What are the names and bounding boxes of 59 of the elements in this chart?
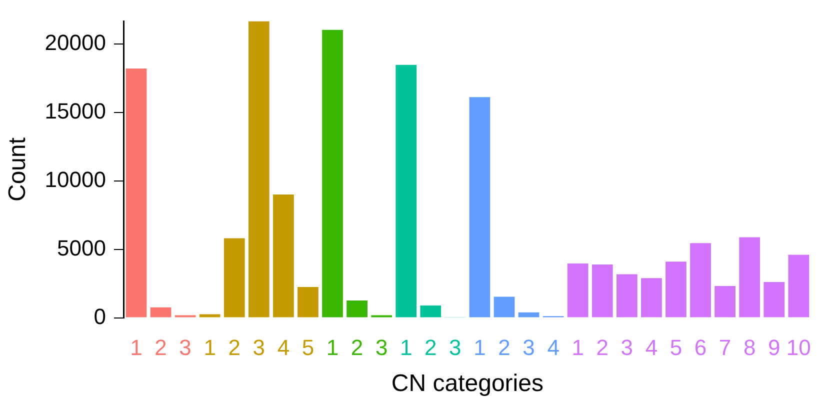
x-tick-label: 2 xyxy=(498,335,510,360)
x-tick-label: 3 xyxy=(620,335,634,360)
bar xyxy=(666,262,686,318)
x-tick-label: 3 xyxy=(522,335,535,360)
bar xyxy=(469,97,490,318)
bar xyxy=(396,64,417,318)
x-tick-label: 3 xyxy=(449,335,462,360)
y-tick-label: 0 xyxy=(94,304,106,329)
x-tick-label: 1 xyxy=(474,335,486,360)
x-tick-label: 7 xyxy=(718,335,732,360)
bar xyxy=(788,254,810,318)
bar xyxy=(298,286,318,318)
x-tick-label: 4 xyxy=(645,335,658,360)
bar xyxy=(248,21,270,318)
x-tick-label: 2 xyxy=(228,335,241,360)
bar xyxy=(690,243,711,318)
x-tick-label: 1 xyxy=(572,335,584,360)
y-axis-title: Count xyxy=(4,137,32,202)
x-tick-label: 5 xyxy=(670,335,682,360)
bar xyxy=(739,237,760,318)
bar xyxy=(420,305,442,318)
y-tick-label: 15000 xyxy=(44,98,106,124)
x-tick-label: 5 xyxy=(302,335,314,360)
x-tick-label: 2 xyxy=(350,335,364,360)
bar xyxy=(567,264,588,318)
y-tick-label: 10000 xyxy=(44,166,106,192)
x-tick-label: 9 xyxy=(768,335,780,360)
y-tick-label: 5000 xyxy=(57,235,106,260)
bar xyxy=(150,307,172,318)
bar xyxy=(641,278,662,318)
bar xyxy=(518,312,540,318)
bar xyxy=(126,68,147,318)
x-tick-label: 2 xyxy=(424,335,437,360)
bar xyxy=(224,238,245,318)
bar xyxy=(714,286,736,318)
bar xyxy=(346,300,368,318)
bar xyxy=(616,274,638,318)
x-tick-label: 1 xyxy=(326,335,339,360)
x-tick-label: 8 xyxy=(743,335,756,360)
x-tick-label: 2 xyxy=(154,335,167,360)
x-axis-title: CN categories xyxy=(391,370,544,398)
x-tick-label: 1 xyxy=(130,335,142,360)
x-tick-label: 6 xyxy=(694,335,707,360)
x-tick-label: 3 xyxy=(375,335,388,360)
bar xyxy=(199,314,220,318)
x-tick-label: 3 xyxy=(252,335,266,360)
x-tick-label: 10 xyxy=(786,335,811,360)
bar xyxy=(764,282,785,318)
bar xyxy=(494,296,515,318)
x-tick-label: 1 xyxy=(204,335,216,360)
x-tick-label: 3 xyxy=(179,335,192,360)
x-tick-label: 4 xyxy=(547,335,560,360)
x-tick-label: 2 xyxy=(596,335,609,360)
bar xyxy=(592,264,613,318)
y-tick-label: 20000 xyxy=(44,30,106,55)
bar xyxy=(273,194,294,318)
bar xyxy=(322,30,343,318)
x-tick-label: 4 xyxy=(277,335,290,360)
x-tick-label: 1 xyxy=(400,335,412,360)
